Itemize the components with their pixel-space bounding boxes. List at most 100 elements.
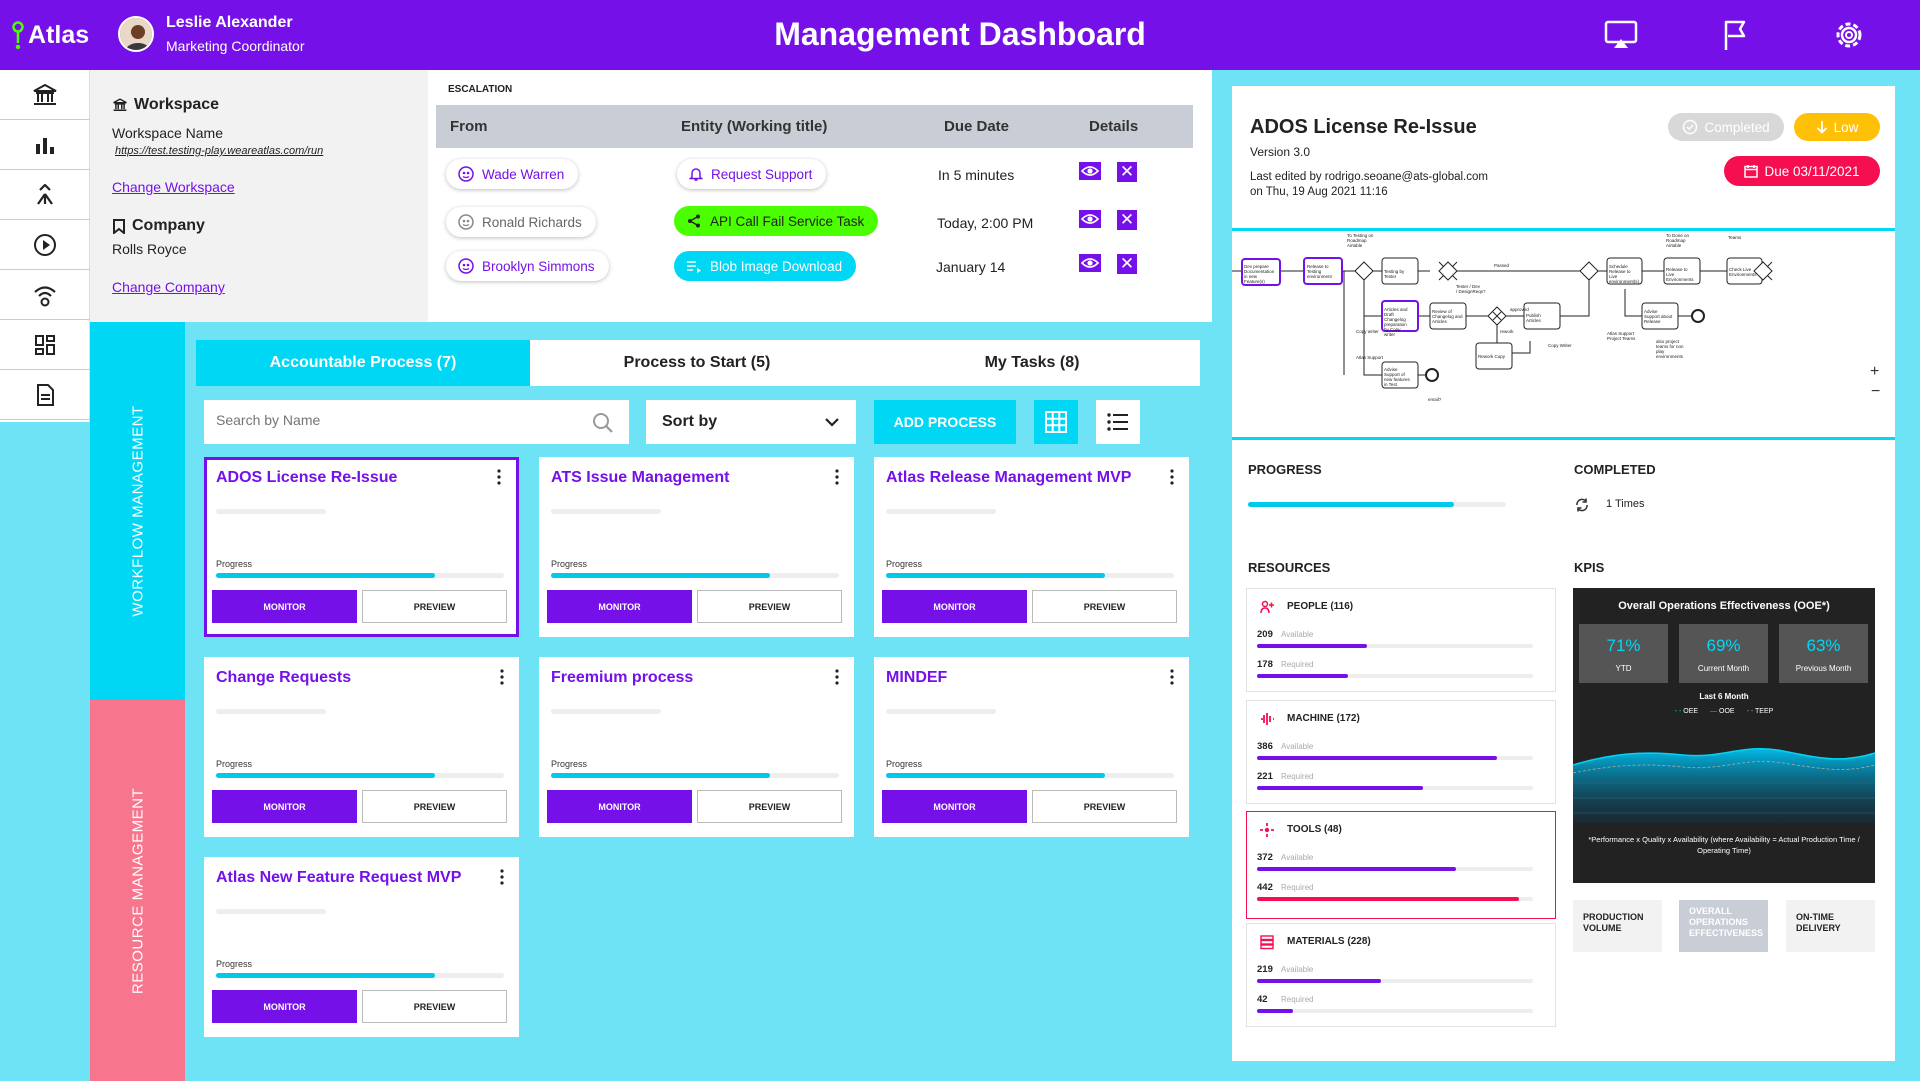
nav-merge-icon[interactable] <box>0 170 90 220</box>
kebab-menu-icon[interactable] <box>834 669 840 685</box>
kebab-menu-icon[interactable] <box>496 469 502 485</box>
tab-workflow-management[interactable]: WORKFLOW MANAGEMENT <box>90 322 185 700</box>
priority-badge[interactable]: Low <box>1794 113 1880 141</box>
svg-text:email?: email? <box>1428 397 1442 402</box>
sort-by-dropdown[interactable]: Sort by <box>646 400 856 444</box>
resource-available-count: 372 <box>1257 852 1273 863</box>
preview-button[interactable]: PREVIEW <box>362 790 507 823</box>
search-input[interactable] <box>216 412 576 428</box>
screen-cast-icon[interactable] <box>1602 16 1640 54</box>
preview-button[interactable]: PREVIEW <box>697 590 842 623</box>
nav-chart-icon[interactable] <box>0 120 90 170</box>
view-eye-icon[interactable] <box>1079 210 1101 228</box>
grid-view-icon[interactable] <box>1034 400 1078 444</box>
monitor-button[interactable]: MONITOR <box>212 790 357 823</box>
process-card[interactable]: MINDEF Progress MONITOR PREVIEW <box>874 657 1189 837</box>
atlas-logo[interactable]: Atlas <box>12 20 89 50</box>
monitor-button[interactable]: MONITOR <box>547 590 692 623</box>
kpi-tab-production-volume[interactable]: PRODUCTION VOLUME <box>1573 900 1662 952</box>
change-workspace-link[interactable]: Change Workspace <box>112 179 235 195</box>
process-card[interactable]: Atlas Release Management MVP Progress MONI… <box>874 457 1189 637</box>
resource-available-bar <box>1257 756 1533 760</box>
table-row-entity-chip[interactable]: Blob Image Download <box>674 251 857 281</box>
preview-button[interactable]: PREVIEW <box>362 590 507 623</box>
table-row-from-chip[interactable]: Brooklyn Simmons <box>446 251 609 281</box>
kebab-menu-icon[interactable] <box>499 869 505 885</box>
tab-accountable-process[interactable]: Accountable Process (7) <box>196 340 530 386</box>
resource-card[interactable]: TOOLS (48) 372 Available 442 Required <box>1246 811 1556 919</box>
close-icon[interactable]: ✕ <box>1117 254 1137 274</box>
status-badge[interactable]: Completed <box>1668 113 1784 141</box>
tab-process-to-start[interactable]: Process to Start (5) <box>623 354 771 371</box>
tab-resource-management[interactable]: RESOURCE MANAGEMENT <box>90 700 185 1081</box>
kebab-menu-icon[interactable] <box>834 469 840 485</box>
process-card[interactable]: Change Requests Progress MONITOR PREVIEW <box>204 657 519 837</box>
preview-button[interactable]: PREVIEW <box>697 790 842 823</box>
table-row-from-chip[interactable]: Wade Warren <box>446 159 579 189</box>
zoom-out-icon[interactable]: − <box>1871 383 1881 400</box>
card-title[interactable]: Atlas Release Management MVP <box>886 469 1132 486</box>
kebab-menu-icon[interactable] <box>499 669 505 685</box>
card-title[interactable]: ADOS License Re-Issue <box>216 469 398 486</box>
resource-card[interactable]: MATERIALS (228) 219 Available 42 Required <box>1246 923 1556 1027</box>
kpi-tab-overall-operations-effectiveness[interactable]: OVERALL OPERATIONS EFFECTIVENESS <box>1679 900 1768 952</box>
list-view-icon[interactable] <box>1096 400 1140 444</box>
card-title[interactable]: Atlas New Feature Request MVP <box>216 869 462 886</box>
nav-signal-icon[interactable] <box>0 270 90 320</box>
close-icon[interactable]: ✕ <box>1117 210 1137 230</box>
monitor-button[interactable]: MONITOR <box>212 590 357 623</box>
process-card[interactable]: ATS Issue Management Progress MONITOR PREVI… <box>539 457 854 637</box>
bell-icon <box>689 168 703 181</box>
close-icon[interactable]: ✕ <box>1117 162 1137 182</box>
process-card[interactable]: ADOS License Re-Issue Progress MONITOR PREV… <box>204 457 519 637</box>
zoom-in-icon[interactable]: + <box>1870 363 1880 380</box>
resource-card[interactable]: MACHINE (172) 386 Available 221 Required <box>1246 700 1556 804</box>
view-eye-icon[interactable] <box>1079 162 1101 180</box>
kebab-menu-icon[interactable] <box>1169 669 1175 685</box>
tab-my-tasks[interactable]: My Tasks (8) <box>984 354 1080 371</box>
process-card[interactable]: Atlas New Feature Request MVP Progress MON… <box>204 857 519 1037</box>
svg-text:Copy writer: Copy writer <box>1356 329 1379 334</box>
card-title[interactable]: Freemium process <box>551 669 694 686</box>
add-process-button[interactable]: ADD PROCESS <box>874 400 1016 444</box>
monitor-button[interactable]: MONITOR <box>547 790 692 823</box>
preview-button[interactable]: PREVIEW <box>1032 790 1177 823</box>
monitor-button[interactable]: MONITOR <box>882 590 1027 623</box>
preview-button[interactable]: PREVIEW <box>362 990 507 1023</box>
nav-document-icon[interactable] <box>0 370 90 420</box>
view-eye-icon[interactable] <box>1079 254 1101 272</box>
monitor-button[interactable]: MONITOR <box>882 790 1027 823</box>
nav-dashboard-icon[interactable] <box>0 320 90 370</box>
card-title[interactable]: Change Requests <box>216 669 352 686</box>
nav-bank-icon[interactable] <box>0 70 90 120</box>
card-title[interactable]: ATS Issue Management <box>551 469 730 486</box>
flag-icon[interactable] <box>1716 16 1754 54</box>
user-avatar-icon <box>458 214 474 230</box>
kebab-menu-icon[interactable] <box>1169 469 1175 485</box>
resource-available-bar <box>1257 644 1533 648</box>
card-placeholder <box>551 509 661 514</box>
nav-play-icon[interactable] <box>0 220 90 270</box>
preview-button[interactable]: PREVIEW <box>1032 590 1177 623</box>
change-company-link[interactable]: Change Company <box>112 279 225 295</box>
table-row-entity-chip[interactable]: API Call Fail Service Task <box>674 206 879 236</box>
resource-title: MATERIALS (228) <box>1287 936 1371 947</box>
process-card[interactable]: Freemium process Progress MONITOR PREVIEW <box>539 657 854 837</box>
resource-title: PEOPLE (116) <box>1287 601 1354 612</box>
due-date-badge[interactable]: Due 03/11/2021 <box>1724 156 1880 186</box>
settings-gear-icon[interactable] <box>1830 16 1868 54</box>
table-row-entity-chip[interactable]: Request Support <box>677 159 827 189</box>
avatar[interactable] <box>118 16 154 52</box>
workspace-url[interactable]: https://test.testing-play.weareatlas.com… <box>115 145 324 157</box>
kpi-tab-on-time-delivery[interactable]: ON-TIME DELIVERY <box>1786 900 1875 952</box>
svg-text:Rework Copy: Rework Copy <box>1478 354 1506 359</box>
monitor-button[interactable]: MONITOR <box>212 990 357 1023</box>
kpi-period: Last 6 Month <box>1699 692 1749 701</box>
search-icon[interactable] <box>592 412 614 434</box>
card-title[interactable]: MINDEF <box>886 669 948 686</box>
side-navigation <box>0 70 90 422</box>
process-tabs: Accountable Process (7) Process to Start… <box>196 340 1200 386</box>
table-row-from-chip[interactable]: Ronald Richards <box>446 207 596 237</box>
resource-card[interactable]: PEOPLE (116) 209 Available 178 Required <box>1246 588 1556 692</box>
bpmn-process-diagram[interactable]: Dev prepare Documentation in new Feature(s)… <box>1232 228 1895 440</box>
